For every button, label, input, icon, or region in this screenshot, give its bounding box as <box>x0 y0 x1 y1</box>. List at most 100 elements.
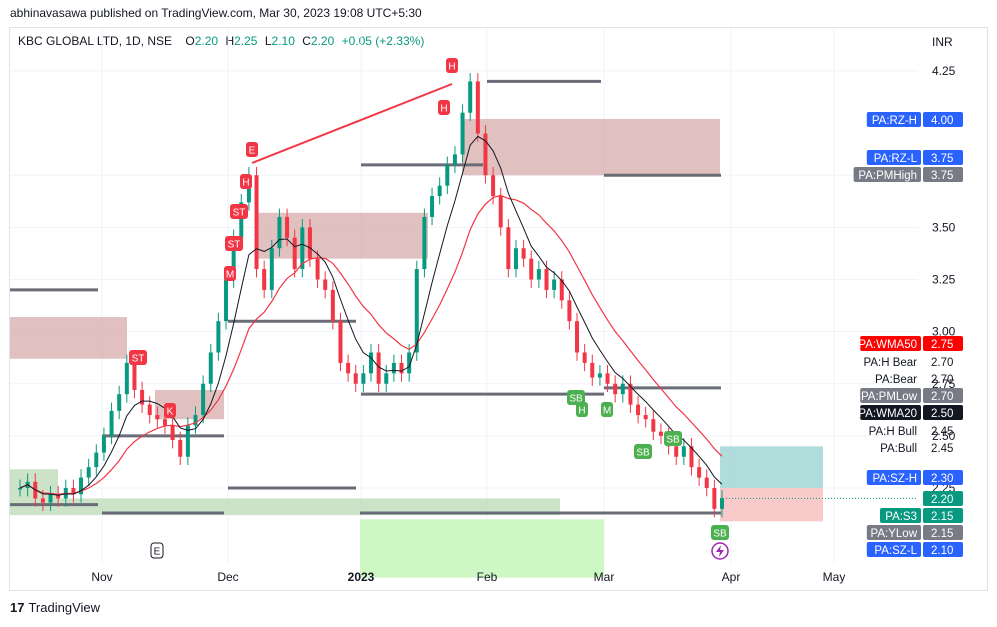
candle-body <box>437 185 442 197</box>
price-label-text: PA:Bull <box>880 443 917 455</box>
price-label[interactable]: PA:SZ-L 2.10 <box>866 542 963 557</box>
price-label[interactable]: PA:RZ-L 3.75 <box>866 150 963 165</box>
price-label-tag <box>866 470 921 485</box>
pattern-marker-label: ST <box>132 354 145 365</box>
pattern-marker-label: K <box>167 407 174 418</box>
footer-brand[interactable]: TradingView <box>28 600 101 615</box>
candle-body <box>315 258 320 280</box>
candle-body <box>391 362 396 374</box>
wma20-line <box>19 135 723 496</box>
pattern-marker-sb <box>567 390 585 405</box>
pattern-marker-sb <box>664 431 682 446</box>
pattern-marker-e <box>246 142 258 157</box>
price-label[interactable]: PA:PMLow 2.70 <box>860 388 963 403</box>
candle-body <box>575 321 580 353</box>
candle-body <box>430 196 435 217</box>
candle-body <box>239 202 244 238</box>
trend-line <box>251 83 453 164</box>
price-label-tag <box>860 405 921 420</box>
candle-body <box>689 446 694 468</box>
candle-body <box>285 216 290 238</box>
price-value-tag <box>923 491 963 506</box>
candle-body <box>269 248 274 290</box>
y-tick-label: 3.25 <box>932 273 956 287</box>
candle-body <box>109 410 114 436</box>
price-value-text: 2.10 <box>931 545 953 557</box>
candle-body <box>208 352 213 384</box>
price-value-text: 2.45 <box>931 426 953 438</box>
publisher-line: abhinavasawa published on TradingView.co… <box>10 6 422 20</box>
price-label[interactable]: PA:H Bear 2.70 <box>864 357 954 369</box>
candle-body <box>323 279 328 290</box>
pattern-marker-h <box>576 402 588 417</box>
candle-body <box>117 394 122 411</box>
candle-body <box>491 175 496 197</box>
candle-body <box>468 81 473 113</box>
candle-body <box>628 383 633 405</box>
price-label[interactable]: PA:Bull 2.45 <box>880 443 953 455</box>
pattern-marker-k <box>164 403 176 418</box>
price-label[interactable]: PA:Bear 2.70 <box>875 374 953 386</box>
price-value-tag <box>923 150 963 165</box>
price-value-text: 2.70 <box>931 374 953 386</box>
candle-body <box>86 467 91 478</box>
candle-body <box>658 431 663 436</box>
y-tick-label: 2.75 <box>932 377 956 391</box>
candle-body <box>155 415 160 420</box>
zone-box <box>720 446 823 488</box>
candle-body <box>483 133 488 176</box>
pattern-marker-label: E <box>249 146 256 157</box>
price-label-text: PA:PMLow <box>861 391 918 403</box>
price-label-tag <box>880 508 921 523</box>
price-value-tag <box>923 167 963 182</box>
price-label-text: PA:PMHigh <box>858 170 917 182</box>
x-tick-label: Apr <box>722 570 741 584</box>
price-value-tag <box>923 336 963 351</box>
price-value-text: 2.75 <box>931 339 953 351</box>
x-tick-label: Nov <box>91 570 112 584</box>
candle-body <box>452 154 457 165</box>
price-value-text: 2.20 <box>931 494 953 506</box>
price-label[interactable]: PA:RZ-H 4.00 <box>866 112 963 127</box>
candle-body <box>720 498 724 509</box>
pattern-marker-label: SB <box>569 394 583 405</box>
candle-body <box>536 269 541 280</box>
candle-body <box>414 269 419 353</box>
price-label[interactable]: PA:S3 2.15 <box>880 508 963 523</box>
price-label[interactable]: 2.20 <box>923 491 963 506</box>
price-label[interactable]: PA:H Bull 2.45 <box>869 426 954 438</box>
pattern-marker-label: SB <box>666 435 680 446</box>
price-label-tag <box>853 167 921 182</box>
price-value-text: 2.15 <box>931 528 953 540</box>
candle-body <box>338 321 343 363</box>
pattern-marker-st <box>225 236 243 251</box>
symbol-name[interactable]: KBC GLOBAL LTD, 1D, NSE <box>18 34 173 48</box>
price-value-tag <box>923 525 963 540</box>
price-label[interactable]: PA:YLow 2.15 <box>866 525 963 540</box>
pattern-marker-label: ST <box>233 208 246 219</box>
candle-body <box>292 237 297 270</box>
pattern-marker-sb <box>711 525 729 540</box>
candle-body <box>567 300 572 322</box>
price-label[interactable]: PA:WMA50 2.75 <box>858 336 963 351</box>
price-label[interactable]: PA:PMHigh 3.75 <box>853 167 963 182</box>
price-label[interactable]: PA:SZ-H 2.30 <box>866 470 963 485</box>
y-tick-label: 4.25 <box>932 64 956 78</box>
price-label-tag <box>866 112 921 127</box>
price-label-text: PA:RZ-L <box>874 153 918 165</box>
candle-body <box>224 279 229 322</box>
x-tick-label: 2023 <box>348 570 375 584</box>
candle-body <box>48 494 53 503</box>
candle-body <box>140 390 145 405</box>
candle-body <box>193 415 198 426</box>
pattern-marker-label: H <box>578 406 585 417</box>
price-label-text: PA:SZ-H <box>872 473 917 485</box>
currency-label: INR <box>932 35 953 49</box>
zone-box <box>462 118 720 176</box>
candle-body <box>201 383 206 416</box>
pattern-marker-h <box>240 174 252 189</box>
price-value-tag <box>923 112 963 127</box>
price-label[interactable]: PA:WMA20 2.50 <box>858 405 963 420</box>
alert-icon <box>711 542 729 560</box>
